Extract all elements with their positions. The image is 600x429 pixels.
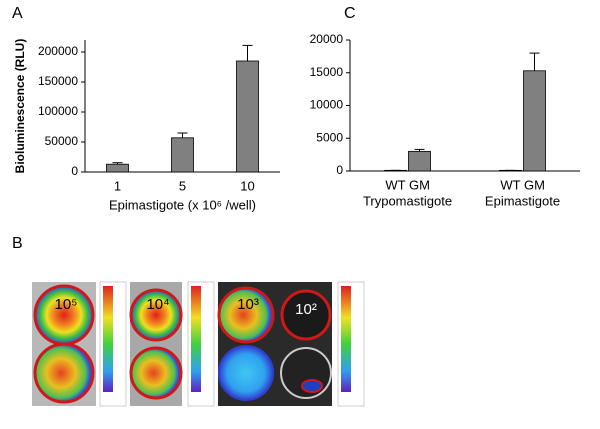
- panel-label: B: [12, 235, 23, 252]
- y-tick-label: 5000: [316, 130, 343, 144]
- panel-label: A: [12, 5, 23, 22]
- error-bar: [242, 44, 253, 61]
- y-tick-label: 0: [71, 164, 78, 178]
- x-group-label: Epimastigote: [485, 193, 560, 208]
- x-axis-label: Epimastigote (x 10⁶ /well): [109, 197, 256, 212]
- x-group-label: Trypomastigote: [363, 193, 452, 208]
- error-bar: [177, 132, 188, 138]
- panel-b-images: [32, 281, 365, 407]
- x-tick-label: GM: [524, 177, 545, 192]
- bar: [171, 137, 194, 173]
- y-tick-label: 15000: [310, 65, 344, 79]
- panel-label: C: [344, 5, 356, 22]
- error-bar: [414, 148, 425, 152]
- dilution-label: 10²: [295, 301, 317, 318]
- dilution-label: 10³: [237, 296, 259, 313]
- dilution-label: 10⁵: [55, 296, 78, 313]
- y-tick-label: 10000: [310, 98, 344, 112]
- bar: [523, 70, 546, 172]
- y-tick-label: 100000: [38, 104, 78, 118]
- bar: [236, 60, 259, 173]
- y-axis-label: Bioluminescence (RLU): [13, 39, 27, 174]
- x-tick-label: WT: [500, 177, 520, 192]
- y-tick-label: 150000: [38, 74, 78, 88]
- x-tick-label: 1: [114, 178, 121, 193]
- x-tick-label: GM: [409, 177, 430, 192]
- bar: [106, 163, 129, 173]
- dilution-label: 10⁴: [146, 296, 169, 313]
- x-tick-label: 5: [179, 178, 186, 193]
- x-tick-label: WT: [385, 177, 405, 192]
- y-tick-label: 0: [336, 163, 343, 177]
- y-tick-label: 20000: [310, 32, 344, 46]
- y-tick-label: 50000: [45, 134, 79, 148]
- y-tick-label: 200000: [38, 44, 78, 58]
- x-tick-label: 10: [240, 178, 254, 193]
- bar: [408, 150, 431, 172]
- error-bar: [112, 162, 123, 165]
- error-bar: [529, 52, 540, 71]
